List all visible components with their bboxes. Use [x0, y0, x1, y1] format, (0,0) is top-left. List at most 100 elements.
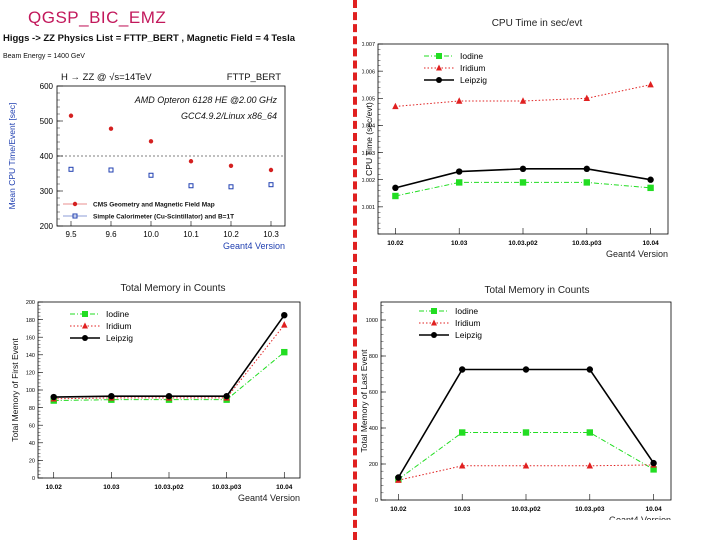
legend-marker-iridium: [82, 322, 88, 329]
data-point-iridium: [522, 462, 530, 469]
data-point-iodine: [647, 184, 654, 192]
data-point-iodine: [281, 348, 288, 356]
x-tick-label: 10.02: [387, 240, 404, 247]
physics-list-header: Higgs -> ZZ Physics List = FTTP_BERT , M…: [3, 33, 296, 44]
data-point-leipzig: [647, 176, 654, 183]
x-axis-label: Geant4 Version: [609, 515, 671, 520]
memory-last-event-chart: Total Memory in Counts 0 200 400 600 800 1000 1…: [359, 285, 672, 520]
x-tick-label: 10.2: [223, 230, 239, 239]
data-point-iridium: [519, 97, 527, 104]
legend-marker-iodine: [82, 311, 88, 317]
plot-frame: [37, 301, 301, 479]
data-point-iridium: [583, 94, 590, 101]
y-axis-label: Mean CPU Time/Event [sec]: [7, 103, 17, 210]
data-point-cms: [228, 163, 234, 168]
y-tick-label: 300: [40, 187, 54, 196]
legend-marker-cms: [72, 201, 78, 207]
y-axis-label: CPU Time (sec/evt): [364, 102, 374, 176]
x-tick-label: 10.04: [276, 484, 293, 491]
x-tick-label: 10.0: [143, 230, 159, 239]
legend-label-iridium: Iridium: [455, 318, 481, 328]
y-tick-label: 100: [26, 388, 35, 394]
data-point-iodine: [459, 429, 466, 436]
y-tick-label: 0.001: [362, 205, 375, 211]
data-point-cms: [268, 167, 274, 173]
data-point-calorimeter: [268, 182, 274, 188]
data-point-iridium: [392, 102, 399, 110]
x-tick-label: 9.6: [105, 230, 117, 239]
data-point-leipzig: [519, 165, 527, 173]
data-point-leipzig: [108, 392, 115, 400]
data-point-iridium: [586, 462, 593, 469]
data-point-iridium: [281, 321, 288, 328]
data-point-leipzig: [522, 366, 530, 373]
x-tick-label: 10.03: [451, 240, 468, 247]
data-point-iridium: [647, 81, 654, 88]
x-tick-label: 10.03.p02: [154, 484, 184, 491]
y-tick-label: 0.007: [362, 42, 375, 48]
x-tick-label: 10.03: [454, 506, 471, 513]
x-tick-label: 9.5: [65, 230, 77, 239]
data-point-cms: [68, 113, 74, 118]
y-tick-label: 400: [369, 426, 378, 432]
series-line-iodine: [53, 351, 285, 402]
cpu-time-chart: CPU Time in sec/evt 0.001 0.002 0.003 0.004 0…: [362, 18, 669, 259]
y-tick-label: 60: [29, 423, 35, 429]
data-point-iodine: [392, 192, 399, 200]
x-tick-label: 10.03: [103, 484, 120, 491]
legend-label-iridium: Iridium: [106, 321, 132, 331]
x-axis-label: Geant4 Version: [238, 493, 300, 503]
slide-divider: [353, 0, 357, 540]
data-point-iodine: [583, 179, 590, 186]
x-tick-label: 10.03.p03: [575, 506, 605, 513]
chart-title: Total Memory in Counts: [120, 283, 225, 294]
data-point-cms: [108, 126, 114, 131]
legend-label-iodine: Iodine: [106, 309, 129, 319]
series-line-leipzig: [53, 314, 285, 398]
x-tick-label: 10.03.p02: [511, 506, 541, 513]
series-line-iridium: [395, 84, 651, 107]
plot-frame: [380, 301, 672, 501]
x-tick-label: 10.03.p03: [572, 240, 602, 247]
y-tick-label: 140: [26, 353, 35, 359]
y-tick-label: 160: [26, 335, 35, 341]
series-line-iodine: [398, 432, 654, 480]
series-line-leipzig: [397, 368, 655, 478]
x-tick-label: 10.02: [46, 484, 63, 491]
beam-energy-label: Beam Energy = 1400 GeV: [3, 53, 85, 60]
process-label: H → ZZ @ √s=14TeV: [61, 72, 152, 83]
data-point-leipzig: [459, 366, 466, 373]
legend-marker-calorimeter: [72, 213, 78, 219]
series-line-iodine: [395, 181, 651, 197]
y-tick-label: 200: [26, 300, 35, 306]
x-tick-label: 10.3: [263, 230, 279, 239]
machine-info-line: AMD Opteron 6128 HE @2.00 GHz: [134, 95, 278, 105]
y-tick-label: 40: [29, 441, 35, 447]
chart-title: Total Memory in Counts: [484, 285, 589, 296]
legend-marker-leipzig: [431, 332, 437, 338]
data-point-iodine: [586, 429, 593, 436]
legend-label-leipzig: Leipzig: [455, 330, 482, 340]
machine-info-line: GCC4.9.2/Linux x86_64: [181, 111, 277, 121]
y-tick-label: 0: [375, 498, 378, 504]
data-point-iridium: [456, 97, 463, 104]
y-axis-label: Total Memory of Last Event: [359, 349, 369, 453]
data-point-leipzig: [223, 392, 230, 400]
y-tick-label: 500: [40, 117, 54, 126]
data-point-calorimeter: [148, 172, 154, 178]
data-point-leipzig: [392, 184, 399, 192]
x-axis-label: Geant4 Version: [223, 241, 285, 251]
y-tick-label: 200: [369, 462, 378, 468]
legend-label-cms: CMS Geometry and Magnetic Field Map: [93, 202, 215, 209]
data-point-iodine: [456, 179, 463, 186]
legend-marker-leipzig: [436, 77, 442, 83]
data-point-iridium: [459, 462, 466, 469]
y-tick-label: 20: [29, 459, 35, 465]
data-point-leipzig: [586, 366, 593, 373]
physics-list-label: FTTP_BERT: [227, 72, 281, 83]
legend-marker-leipzig: [82, 335, 88, 341]
data-point-leipzig: [583, 165, 590, 173]
y-tick-label: 180: [26, 318, 35, 324]
y-tick-label: 400: [40, 152, 54, 161]
